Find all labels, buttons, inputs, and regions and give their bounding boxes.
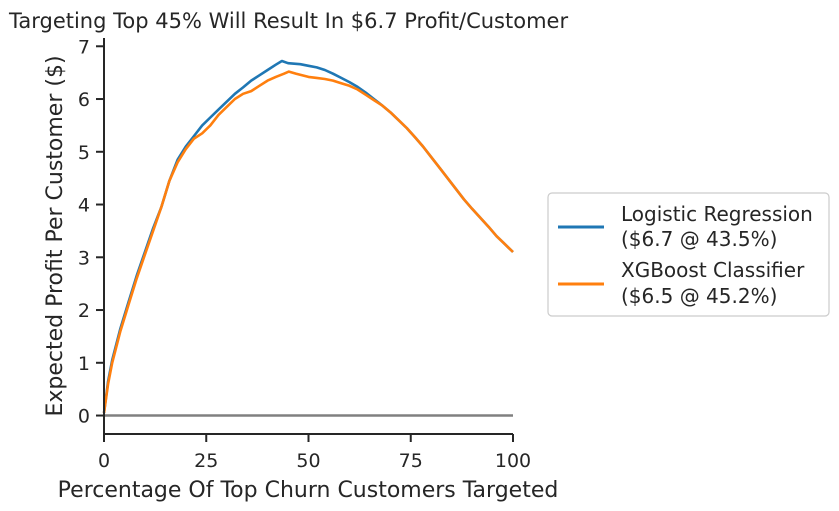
y-tick-label: 0 (78, 406, 90, 428)
x-tick-label: 0 (98, 450, 110, 472)
y-tick-label: 4 (78, 195, 90, 217)
y-axis-label: Expected Profit Per Customer ($) (43, 55, 68, 416)
x-tick-label: 50 (296, 450, 320, 472)
plot-area (102, 59, 514, 417)
x-tick-label: 75 (399, 450, 423, 472)
y-tick-label: 1 (78, 353, 90, 375)
y-tick-label: 2 (78, 300, 90, 322)
legend-label-xgboost-line2: ($6.5 @ 45.2%) (621, 284, 777, 308)
legend: Logistic Regression ($6.7 @ 43.5%) XGBoo… (547, 192, 830, 317)
legend-label-logistic-line1: Logistic Regression (621, 202, 813, 226)
x-axis-label: Percentage Of Top Churn Customers Target… (58, 478, 559, 503)
x-ticks: 0 25 50 75 100 (98, 434, 531, 472)
x-tick-label: 25 (194, 450, 218, 472)
y-tick-label: 7 (78, 36, 90, 58)
legend-label-xgboost-line1: XGBoost Classifier (621, 258, 805, 282)
y-tick-label: 6 (78, 89, 90, 111)
y-ticks: 0 1 2 3 4 5 6 7 (78, 36, 104, 428)
series-line-logistic-regression (102, 59, 514, 414)
legend-box (547, 192, 830, 317)
legend-label-logistic-line2: ($6.7 @ 43.5%) (621, 227, 777, 251)
y-tick-label: 3 (78, 247, 90, 269)
chart-title: Targeting Top 45% Will Result In $6.7 Pr… (8, 9, 568, 33)
x-tick-label: 100 (495, 450, 531, 472)
y-tick-label: 5 (78, 142, 90, 164)
series-line-xgboost-classifier (102, 70, 514, 414)
